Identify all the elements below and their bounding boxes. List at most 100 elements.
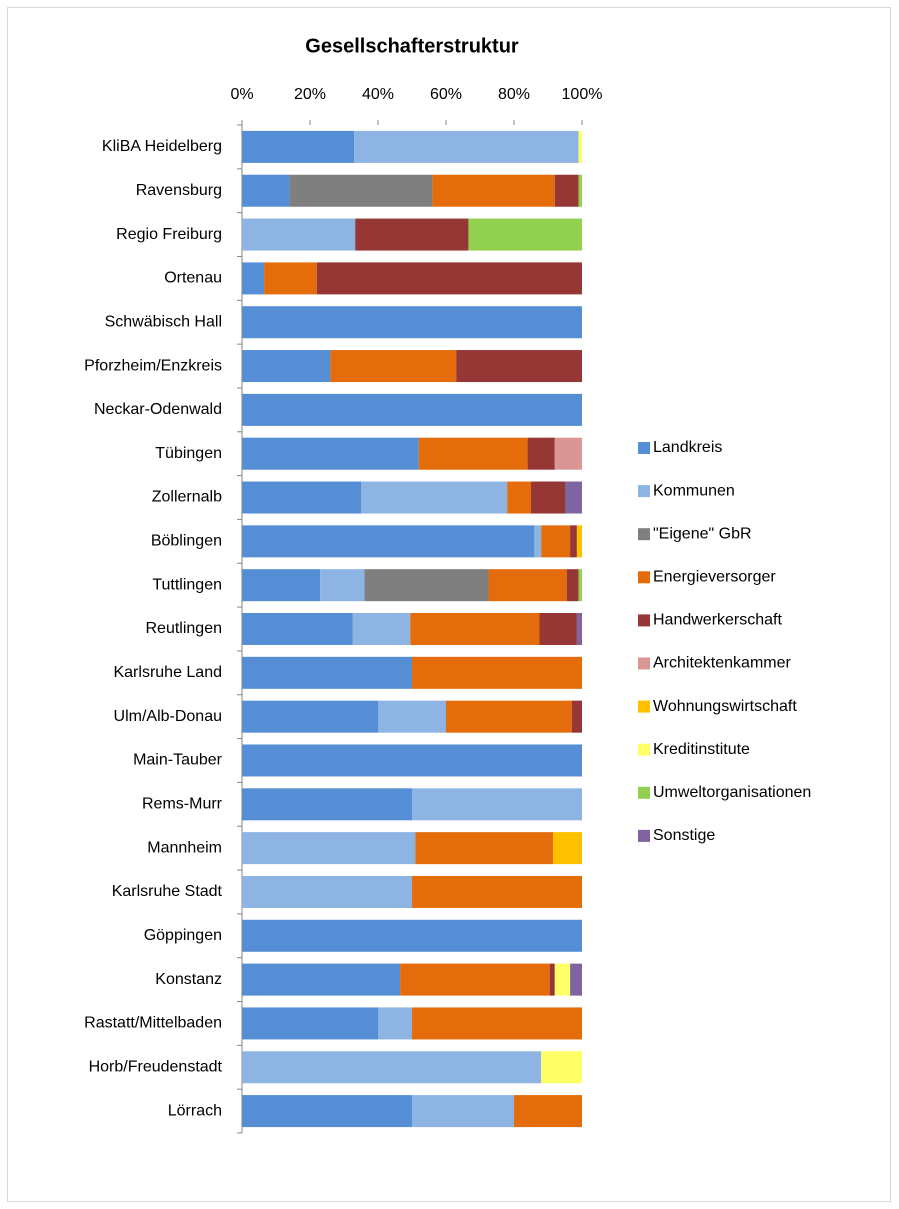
y-tick-label: Ravensburg <box>136 182 222 199</box>
bar-segment <box>565 481 582 514</box>
y-tick-label: Ulm/Alb-Donau <box>114 708 222 725</box>
legend-label: Kommunen <box>653 482 735 499</box>
bar-segment <box>289 174 433 207</box>
bar-segment <box>415 832 554 865</box>
x-tick-label: 80% <box>498 86 530 103</box>
bar-segment <box>412 1095 514 1128</box>
x-tick-label: 20% <box>294 86 326 103</box>
bar-segment <box>242 919 582 952</box>
y-tick-label: Böblingen <box>151 533 222 550</box>
y-tick-label: Neckar-Odenwald <box>94 401 222 418</box>
bar-segment <box>242 393 582 426</box>
bar-segment <box>549 963 555 996</box>
bar-segment <box>570 963 582 996</box>
bar-segment <box>554 174 579 207</box>
bar-segment <box>412 656 582 689</box>
bar-segment <box>541 1051 582 1084</box>
bar-segment <box>355 218 469 251</box>
legend-label: "Eigene" GbR <box>653 525 752 542</box>
bar-segment <box>242 613 353 645</box>
legend-swatch <box>638 829 650 842</box>
bar-segment <box>378 1007 412 1040</box>
legend-label: Architektenkammer <box>653 655 791 672</box>
bar-segment <box>242 130 355 163</box>
y-tick-label: Mannheim <box>147 839 222 856</box>
bar-segment <box>242 218 356 251</box>
y-tick-label: Rems-Murr <box>142 796 223 813</box>
bar-segment <box>456 350 582 383</box>
bar-segment <box>576 613 582 645</box>
y-tick-label: Main-Tauber <box>133 752 223 769</box>
bar-segment <box>566 569 579 602</box>
bar-segment <box>578 130 582 163</box>
y-tick-label: Göppingen <box>144 927 222 944</box>
bar-segment <box>468 218 582 251</box>
bar-segment <box>531 481 565 514</box>
y-tick-label: Pforzheim/Enzkreis <box>84 357 222 374</box>
y-tick-label: Schwäbisch Hall <box>105 313 222 330</box>
chart-title: Gesellschafterstruktur <box>305 35 519 57</box>
legend-label: Wohnungswirtschaft <box>653 698 797 715</box>
legend-swatch <box>638 786 650 799</box>
x-tick-label: 40% <box>362 86 394 103</box>
bar-segment <box>320 569 365 602</box>
bar-segment <box>410 613 540 645</box>
bar-segment <box>554 963 571 996</box>
bar-segment <box>418 437 528 470</box>
bar-segment <box>242 700 378 733</box>
legend-label: Energieversorger <box>653 569 776 586</box>
y-tick-label: Tübingen <box>155 445 222 462</box>
y-tick-label: Reutlingen <box>146 620 223 637</box>
bar-segment <box>378 700 446 733</box>
bar-segment <box>242 963 401 996</box>
bar-segment <box>527 437 555 470</box>
bar-segment <box>242 788 412 821</box>
legend-swatch <box>638 700 650 713</box>
bar-segment <box>242 525 535 558</box>
legend-label: Handwerkerschaft <box>653 612 783 629</box>
legend-swatch <box>638 442 650 454</box>
bar-segment <box>352 613 411 645</box>
legend-label: Landkreis <box>653 439 722 456</box>
bar-segment <box>571 700 582 733</box>
bar-segment <box>361 481 508 514</box>
y-tick-label: Karlsruhe Land <box>113 664 222 681</box>
legend-swatch <box>638 485 650 498</box>
bar-segment <box>578 174 582 207</box>
bar-segment <box>242 744 582 777</box>
bar-segment <box>412 788 582 821</box>
bar-segment <box>488 569 567 602</box>
y-tick-label: KliBA Heidelberg <box>102 138 222 155</box>
legend-swatch <box>638 743 650 756</box>
bar-segment <box>541 525 571 558</box>
x-tick-label: 100% <box>562 86 603 103</box>
bar-segment <box>242 875 412 908</box>
bar-segment <box>507 481 531 514</box>
bar-segment <box>264 262 317 295</box>
bar-segment <box>553 832 582 865</box>
bar-segment <box>364 569 489 602</box>
bar-segment <box>354 130 579 163</box>
bar-segment <box>242 1007 378 1040</box>
y-tick-label: Karlsruhe Stadt <box>112 883 223 900</box>
y-tick-label: Rastatt/Mittelbaden <box>84 1015 222 1032</box>
bar-segment <box>316 262 582 295</box>
bar-segment <box>242 174 290 207</box>
legend-swatch <box>638 614 650 627</box>
bar-segment <box>534 525 542 558</box>
bar-segment <box>242 1095 412 1128</box>
legend-swatch <box>638 571 650 584</box>
bar-segment <box>446 700 572 733</box>
y-tick-label: Horb/Freudenstadt <box>89 1058 223 1075</box>
bar-segment <box>242 832 416 865</box>
bar-segment <box>242 1051 542 1084</box>
bar-segment <box>242 262 265 295</box>
bar-segment <box>514 1095 582 1128</box>
legend-swatch <box>638 528 650 541</box>
bar-segment <box>576 525 582 558</box>
bar-segment <box>242 350 331 383</box>
bar-segment <box>412 875 582 908</box>
y-tick-label: Ortenau <box>164 270 222 287</box>
